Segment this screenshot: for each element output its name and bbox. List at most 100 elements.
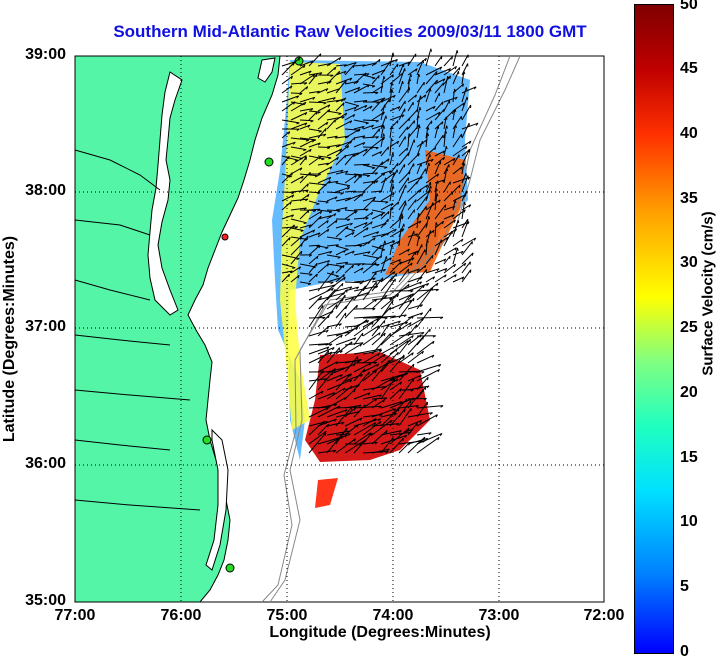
velocity-arrow-head — [416, 325, 417, 328]
colorbar-tick: 25 — [680, 319, 698, 337]
lat-tick: 38:00 — [25, 182, 66, 200]
station-marker — [265, 158, 273, 166]
velocity-arrow-head — [364, 405, 365, 408]
velocity-arrow-head — [390, 333, 391, 336]
lat-tick: 39:00 — [25, 46, 66, 64]
velocity-arrow-head — [413, 364, 414, 367]
velocity-arrow-head — [410, 339, 411, 342]
velocity-arrow-head — [339, 348, 340, 351]
lon-tick: 73:00 — [469, 607, 529, 625]
lon-tick: 75:00 — [257, 607, 317, 625]
velocity-arrow-head — [346, 250, 349, 251]
velocity-arrow-head — [468, 176, 469, 179]
velocity-arrow-head — [346, 306, 347, 309]
velocity-arrow-head — [428, 377, 429, 380]
lon-tick: 72:00 — [574, 607, 634, 625]
velocity-arrow-head — [351, 407, 352, 410]
velocity-arrow-head — [352, 231, 355, 232]
velocity-arrow-head — [398, 352, 399, 355]
velocity-arrow-head — [388, 219, 389, 222]
velocity-arrow-head — [317, 263, 318, 266]
velocity-arrow-head — [414, 121, 415, 124]
y-axis-label: Latitude (Degrees:Minutes) — [1, 209, 19, 469]
velocity-arrow-head — [371, 433, 372, 436]
velocity-arrow-head — [458, 248, 459, 251]
velocity-arrow-head — [386, 178, 387, 181]
velocity-arrow-head — [438, 126, 439, 129]
velocity-arrow-head — [328, 351, 329, 354]
velocity-arrow-head — [289, 156, 290, 159]
velocity-arrow-head — [333, 271, 334, 274]
velocity-arrow-head — [409, 171, 410, 174]
velocity-arrow-head — [450, 256, 451, 259]
velocity-arrow-head — [404, 409, 405, 412]
velocity-arrow-head — [442, 102, 443, 105]
velocity-arrow-head — [361, 175, 362, 178]
velocity-arrow-head — [430, 89, 431, 92]
lat-tick: 37:00 — [25, 318, 66, 336]
velocity-arrow-head — [382, 278, 383, 281]
velocity-arrow-head — [426, 206, 427, 209]
colorbar-tick: 5 — [680, 578, 689, 596]
velocity-arrow-head — [458, 220, 459, 223]
colorbar-label: Surface Velocity (cm/s) — [700, 184, 717, 404]
colorbar-tick: 30 — [680, 254, 698, 272]
velocity-arrow-head — [443, 83, 444, 86]
velocity-arrow — [354, 363, 377, 364]
colorbar-tick: 45 — [680, 60, 698, 78]
velocity-arrow-head — [466, 87, 467, 90]
velocity-arrow-head — [292, 268, 295, 269]
velocity-arrow-head — [372, 78, 375, 79]
velocity-arrow-head — [308, 236, 309, 239]
velocity-arrow-head — [404, 224, 405, 227]
velocity-arrow-head — [353, 65, 354, 68]
velocity-arrow-head — [437, 80, 438, 83]
velocity-arrow-head — [351, 374, 352, 377]
colorbar-tick: 40 — [680, 125, 698, 143]
velocity-arrow-head — [450, 76, 451, 79]
velocity-arrow-head — [390, 307, 391, 310]
velocity-arrow-head — [379, 75, 380, 78]
colorbar-tick: 10 — [680, 513, 698, 531]
velocity-arrow — [363, 147, 379, 148]
velocity-arrow-head — [332, 372, 333, 375]
velocity-arrow-head — [306, 157, 307, 160]
velocity-arrow-head — [423, 389, 424, 392]
velocity-arrow-head — [384, 320, 385, 323]
station-marker — [226, 564, 234, 572]
colorbar-tick: 20 — [680, 384, 698, 402]
velocity-arrow-head — [382, 162, 383, 165]
velocity-arrow-head — [356, 106, 359, 107]
velocity-arrow — [345, 245, 362, 246]
velocity-arrow-head — [432, 255, 433, 258]
colorbar — [634, 4, 674, 654]
velocity-arrow-head — [452, 57, 453, 60]
colorbar-tick: 0 — [680, 643, 689, 661]
velocity-arrow-head — [335, 289, 336, 292]
velocity-arrow-head — [410, 294, 411, 297]
velocity-arrow-head — [343, 433, 344, 436]
velocity-arrow-head — [417, 182, 418, 185]
colorbar-tick: 15 — [680, 449, 698, 467]
x-axis-label: Longitude (Degrees:Minutes) — [180, 624, 580, 642]
velocity-arrow-head — [396, 273, 397, 276]
velocity-arrow-head — [325, 433, 326, 436]
velocity-arrow-head — [385, 241, 386, 244]
velocity-arrow-head — [317, 74, 318, 77]
velocity-arrow — [363, 264, 379, 265]
velocity-arrow-head — [411, 74, 412, 77]
station-marker — [222, 234, 228, 240]
velocity-arrow-head — [354, 154, 355, 157]
velocity-arrow-head — [407, 127, 408, 130]
velocity-arrow-head — [444, 109, 445, 112]
velocity-arrow-head — [382, 99, 383, 102]
velocity-arrow-head — [389, 360, 390, 363]
velocity-arrow-head — [364, 369, 365, 372]
velocity-arrow-head — [409, 153, 410, 156]
velocity-arrow-head — [397, 121, 398, 124]
velocity-arrow-head — [379, 129, 380, 132]
velocity-arrow-head — [430, 329, 431, 332]
lon-tick: 74:00 — [363, 607, 423, 625]
lon-tick: 77:00 — [45, 607, 105, 625]
